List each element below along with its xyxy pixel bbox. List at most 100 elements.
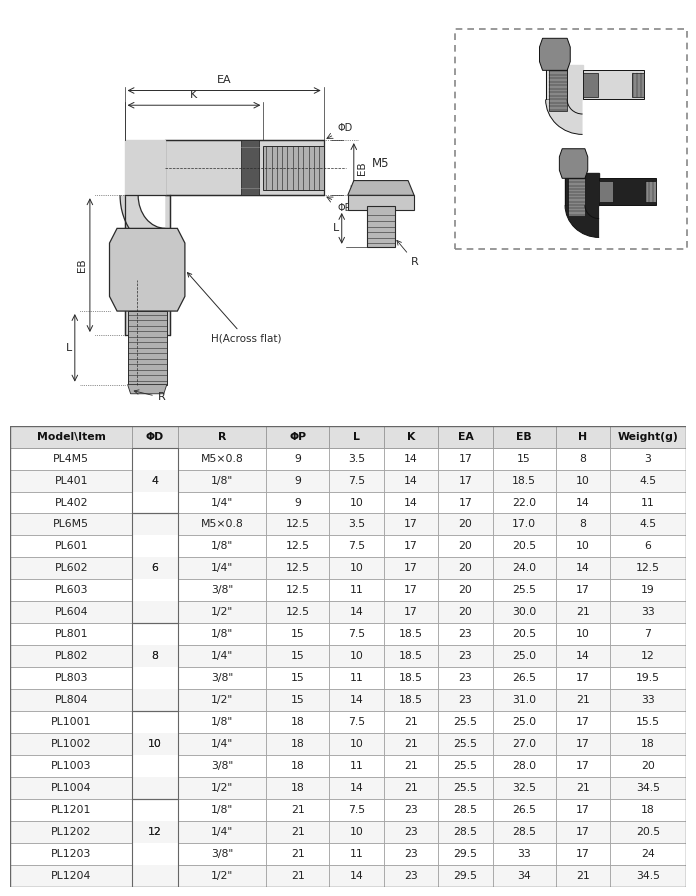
Bar: [10, 668, 132, 689]
Bar: [10, 426, 132, 448]
Bar: [267, 755, 329, 777]
Bar: [555, 513, 610, 536]
Bar: [610, 601, 686, 624]
Bar: [10, 557, 132, 580]
Bar: [267, 821, 329, 843]
Bar: [555, 624, 610, 645]
Bar: [438, 645, 493, 668]
Text: 23: 23: [404, 806, 418, 815]
Bar: [178, 470, 267, 492]
Text: PL601: PL601: [54, 541, 88, 551]
Bar: [383, 536, 438, 557]
Wedge shape: [139, 195, 166, 228]
Bar: [267, 865, 329, 887]
Text: Model\Item: Model\Item: [37, 432, 106, 442]
Text: 29.5: 29.5: [453, 871, 477, 881]
Text: 28.5: 28.5: [453, 806, 477, 815]
Bar: [610, 557, 686, 580]
Bar: [383, 865, 438, 887]
Bar: [555, 821, 610, 843]
Bar: [10, 689, 132, 711]
Text: PL802: PL802: [54, 651, 88, 661]
Bar: [493, 513, 555, 536]
Text: 17: 17: [404, 541, 418, 551]
Text: 1/8": 1/8": [211, 476, 233, 486]
Text: 10: 10: [349, 739, 363, 749]
Text: 10: 10: [148, 739, 162, 749]
Bar: [329, 557, 383, 580]
Bar: [438, 601, 493, 624]
Text: 19: 19: [641, 585, 655, 596]
Text: 11: 11: [349, 585, 363, 596]
Text: PL1202: PL1202: [51, 827, 91, 837]
Text: 25.0: 25.0: [512, 717, 536, 728]
Text: 1/2": 1/2": [211, 783, 233, 793]
Bar: [383, 668, 438, 689]
Bar: [610, 426, 686, 448]
Bar: [132, 733, 178, 755]
Text: 17: 17: [404, 564, 418, 573]
Bar: [632, 73, 644, 97]
Bar: [438, 733, 493, 755]
Bar: [555, 492, 610, 513]
Bar: [132, 580, 178, 601]
Bar: [132, 624, 178, 711]
Bar: [493, 843, 555, 865]
Text: 1/4": 1/4": [211, 651, 233, 661]
Text: L: L: [333, 223, 339, 233]
Text: 10: 10: [349, 497, 363, 507]
Bar: [438, 536, 493, 557]
Bar: [267, 601, 329, 624]
Text: PL1003: PL1003: [51, 762, 91, 771]
Bar: [493, 580, 555, 601]
Text: 3/8": 3/8": [211, 673, 233, 684]
Text: 20: 20: [459, 607, 473, 617]
Bar: [383, 470, 438, 492]
Text: 14: 14: [349, 695, 363, 705]
Bar: [383, 711, 438, 733]
Bar: [267, 426, 329, 448]
Bar: [267, 733, 329, 755]
Bar: [555, 580, 610, 601]
Text: 21: 21: [291, 849, 305, 859]
Bar: [10, 448, 132, 470]
Bar: [493, 601, 555, 624]
Bar: [132, 711, 178, 799]
Text: 21: 21: [404, 783, 418, 793]
Bar: [132, 513, 178, 624]
Text: 12.5: 12.5: [285, 564, 310, 573]
Bar: [267, 668, 329, 689]
Bar: [599, 178, 656, 205]
Bar: [132, 624, 178, 645]
Text: 10: 10: [148, 739, 162, 749]
Bar: [383, 843, 438, 865]
Text: 7: 7: [644, 629, 651, 640]
Bar: [329, 426, 383, 448]
Bar: [178, 645, 267, 668]
Text: 17: 17: [576, 717, 590, 728]
Bar: [132, 668, 178, 689]
Text: 25.5: 25.5: [453, 717, 477, 728]
Bar: [493, 733, 555, 755]
Text: PL603: PL603: [54, 585, 88, 596]
Bar: [178, 711, 267, 733]
Bar: [438, 843, 493, 865]
Text: R: R: [134, 390, 166, 402]
Bar: [267, 843, 329, 865]
Text: EB: EB: [516, 432, 532, 442]
Bar: [493, 557, 555, 580]
Bar: [383, 624, 438, 645]
Bar: [383, 448, 438, 470]
Text: 21: 21: [576, 607, 590, 617]
Bar: [610, 777, 686, 799]
Bar: [610, 668, 686, 689]
Bar: [127, 311, 167, 384]
Bar: [132, 799, 178, 821]
Bar: [493, 492, 555, 513]
Bar: [329, 580, 383, 601]
Bar: [132, 843, 178, 865]
Text: 10: 10: [576, 629, 590, 640]
Text: 17: 17: [404, 607, 418, 617]
Bar: [178, 843, 267, 865]
Bar: [132, 492, 178, 513]
